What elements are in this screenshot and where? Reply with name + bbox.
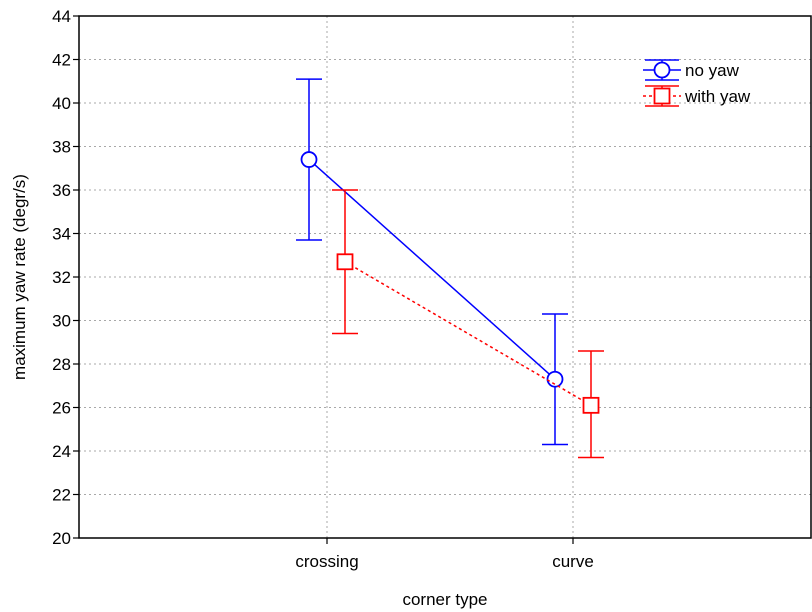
y-tick-label: 22 — [52, 486, 71, 505]
x-tick-label: curve — [552, 552, 594, 571]
series-line — [344, 261, 592, 406]
x-axis-title: corner type — [402, 590, 487, 609]
series-line — [308, 158, 556, 380]
legend-label: with yaw — [684, 87, 751, 106]
y-tick-label: 34 — [52, 225, 71, 244]
y-tick-label: 42 — [52, 51, 71, 70]
y-tick-label: 26 — [52, 399, 71, 418]
y-tick-label: 38 — [52, 138, 71, 157]
x-axis-ticks: crossing curve — [295, 538, 594, 571]
legend-entry: with yaw — [643, 85, 751, 107]
y-tick-label: 28 — [52, 355, 71, 374]
data-point — [582, 396, 600, 414]
legend-marker — [653, 61, 671, 79]
legend-entry: no yaw — [643, 59, 740, 81]
y-tick-label: 44 — [52, 7, 71, 26]
y-tick-label: 20 — [52, 529, 71, 548]
y-tick-label: 36 — [52, 181, 71, 200]
y-tick-label: 24 — [52, 442, 71, 461]
y-tick-label: 32 — [52, 268, 71, 287]
data-point — [300, 151, 318, 168]
y-tick-label: 30 — [52, 312, 71, 331]
y-axis-ticks: 20 22 24 26 28 30 32 34 36 38 40 42 44 — [52, 7, 79, 548]
legend-label: no yaw — [685, 61, 740, 80]
series-no-yaw — [296, 78, 568, 446]
data-point — [546, 370, 564, 388]
series-with-yaw — [332, 189, 604, 459]
x-tick-label: crossing — [295, 552, 358, 571]
legend: no yaw with yaw — [643, 59, 751, 107]
data-point — [336, 253, 354, 271]
series-layer — [296, 78, 604, 459]
y-axis-title: maximum yaw rate (degr/s) — [10, 174, 29, 380]
legend-marker — [653, 87, 671, 105]
y-tick-label: 40 — [52, 94, 71, 113]
